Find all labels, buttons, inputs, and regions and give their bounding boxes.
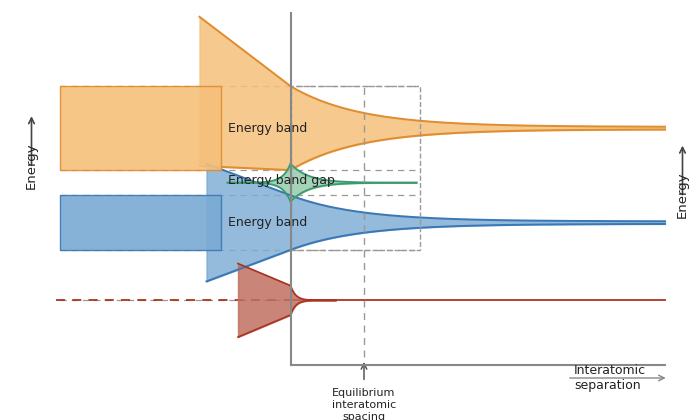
Text: Interatomic
separation: Interatomic separation xyxy=(574,364,646,392)
Bar xyxy=(60,195,220,250)
Text: Equilibrium
interatomic
spacing: Equilibrium interatomic spacing xyxy=(332,388,396,420)
Text: Energy: Energy xyxy=(676,172,689,218)
Bar xyxy=(290,86,420,250)
Text: Energy: Energy xyxy=(25,142,38,189)
Text: Energy band: Energy band xyxy=(228,122,307,134)
Text: Energy band: Energy band xyxy=(228,216,307,229)
Bar xyxy=(60,86,220,170)
Text: Energy band gap: Energy band gap xyxy=(228,174,335,187)
